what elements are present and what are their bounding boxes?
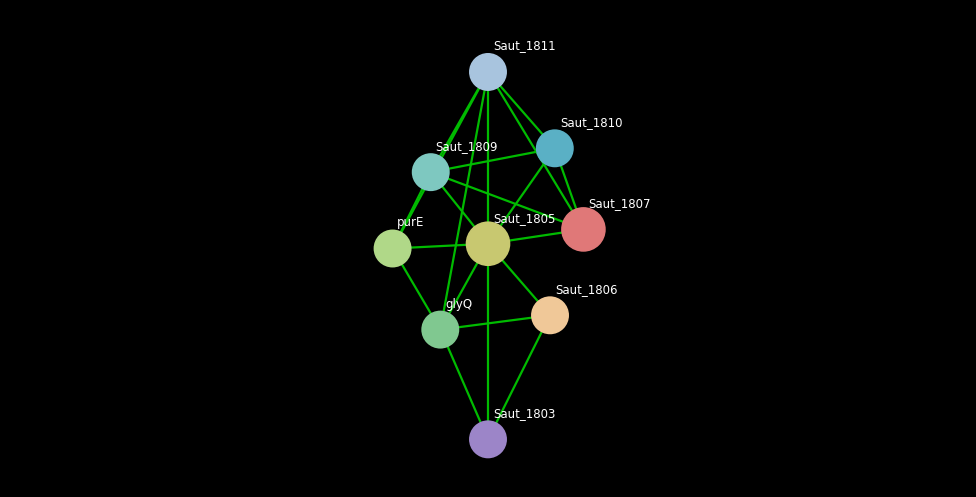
Circle shape: [467, 222, 509, 265]
Circle shape: [469, 54, 507, 90]
Circle shape: [423, 312, 459, 348]
Text: purE: purE: [397, 216, 425, 230]
Text: glyQ: glyQ: [445, 298, 472, 311]
Circle shape: [537, 130, 573, 166]
Text: Saut_1805: Saut_1805: [493, 212, 555, 225]
Text: Saut_1809: Saut_1809: [435, 140, 498, 153]
Text: Saut_1807: Saut_1807: [589, 197, 651, 210]
Text: Saut_1810: Saut_1810: [560, 116, 623, 129]
Text: Saut_1806: Saut_1806: [554, 283, 617, 296]
Circle shape: [413, 154, 449, 190]
Circle shape: [469, 421, 507, 457]
Circle shape: [375, 231, 411, 266]
Text: Saut_1803: Saut_1803: [493, 407, 555, 420]
Circle shape: [562, 208, 605, 251]
Text: Saut_1811: Saut_1811: [494, 39, 556, 52]
Circle shape: [532, 297, 568, 333]
